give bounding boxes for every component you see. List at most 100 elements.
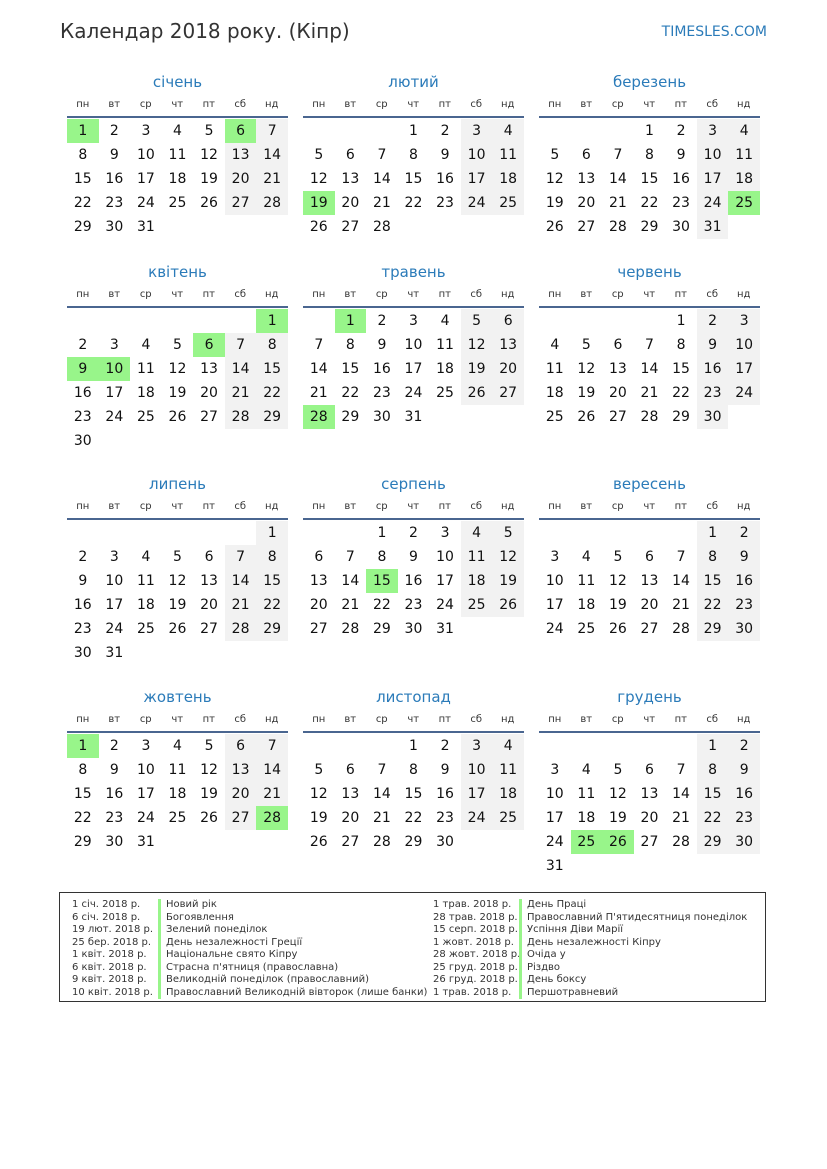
legend-item: 1 трав. 2018 р. Першотравневий bbox=[433, 986, 747, 999]
day-cell: 19 bbox=[200, 171, 218, 187]
holiday-name: День Праці bbox=[527, 899, 587, 910]
day-cell: 4 bbox=[141, 549, 151, 565]
legend-item: 28 трав. 2018 р. Православний П'ятидесятн… bbox=[433, 911, 747, 924]
month-name: січень bbox=[152, 73, 203, 91]
day-cell: 6 bbox=[345, 147, 355, 163]
day-cell: 20 bbox=[200, 597, 218, 613]
day-cell: 2 bbox=[440, 123, 450, 139]
day-cell: 9 bbox=[377, 337, 387, 353]
weekday-label: чт bbox=[643, 501, 656, 512]
day-cell: 8 bbox=[696, 545, 729, 569]
day-cell: 1 bbox=[409, 738, 418, 754]
day-cell: 14 bbox=[672, 573, 690, 589]
weekday-label: вт bbox=[344, 99, 357, 110]
day-cell: 31 bbox=[404, 409, 423, 425]
holiday-date: 1 трав. 2018 р. bbox=[433, 986, 512, 998]
weekday-label: пн bbox=[548, 99, 562, 110]
day-cell: 14 bbox=[640, 361, 659, 377]
weekday-header: пн вт ср чт пт сб нд bbox=[303, 284, 524, 308]
day-cell: 16 bbox=[73, 597, 92, 613]
weekday-label: вт bbox=[344, 501, 357, 512]
holiday-day-cell: 28 bbox=[256, 806, 288, 830]
holiday-date: 1 квіт. 2018 р. bbox=[72, 949, 147, 960]
day-cell: 16 bbox=[672, 171, 690, 187]
month-name: лютий bbox=[388, 73, 439, 91]
holiday-color-marker bbox=[158, 936, 161, 949]
day-cell: 1 bbox=[676, 313, 686, 329]
weekday-label: чт bbox=[407, 289, 420, 300]
month-name: грудень bbox=[617, 688, 682, 706]
day-cell: 2 bbox=[78, 549, 88, 565]
holiday-name: Національне свято Кіпру bbox=[166, 949, 298, 960]
weekday-label: нд bbox=[501, 289, 515, 300]
day-cell: 30 bbox=[728, 830, 760, 854]
legend-item: 28 жовт. 2018 р. Очіда у bbox=[433, 949, 747, 962]
day-cell: 9 bbox=[728, 545, 760, 569]
day-cell: 29 bbox=[696, 830, 729, 854]
day-cell: 11 bbox=[436, 337, 454, 353]
holiday-date: 25 груд. 2018 р. bbox=[433, 961, 518, 973]
day-cell: 23 bbox=[404, 597, 423, 613]
day-cell: 8 bbox=[78, 147, 88, 163]
day-cell: 24 bbox=[105, 409, 124, 425]
weekday-label: пт bbox=[438, 501, 451, 512]
day-cell: 16 bbox=[372, 361, 391, 377]
day-cell: 20 bbox=[341, 195, 360, 211]
day-cell: 17 bbox=[728, 357, 760, 381]
day-cell: 23 bbox=[372, 385, 391, 401]
day-cell: 28 bbox=[341, 621, 360, 637]
day-cell: 14 bbox=[256, 758, 288, 782]
day-cell: 18 bbox=[136, 597, 155, 613]
day-cell: 16 bbox=[728, 569, 760, 593]
day-cell: 24 bbox=[105, 621, 124, 637]
weekday-label: вт bbox=[108, 289, 121, 300]
weekday-header: пн вт ср чт пт сб нд bbox=[539, 94, 760, 118]
day-cell: 5 bbox=[613, 762, 623, 778]
weekday-label: чт bbox=[643, 99, 656, 110]
weekday-header: пн вт ср чт пт сб нд bbox=[67, 496, 288, 520]
weekday-label: чт bbox=[171, 501, 184, 512]
day-cell: 18 bbox=[460, 569, 493, 593]
day-cell: 12 bbox=[200, 762, 218, 778]
weekday-label: пт bbox=[438, 714, 451, 725]
day-cell: 3 bbox=[550, 762, 560, 778]
day-cell: 26 bbox=[309, 834, 328, 850]
weekday-label: ср bbox=[611, 99, 624, 110]
weekday-label: сб bbox=[706, 289, 719, 300]
holiday-name: Першотравневий bbox=[527, 986, 619, 998]
weekday-label: вт bbox=[108, 501, 121, 512]
day-cell: 13 bbox=[341, 786, 360, 802]
day-cell: 12 bbox=[168, 573, 187, 589]
day-cell: 28 bbox=[672, 621, 690, 637]
brand-link[interactable]: TIMESLES.COM bbox=[661, 24, 767, 40]
legend-item: 1 жовт. 2018 р. День незалежності Кіпру bbox=[433, 936, 747, 949]
day-cell: 12 bbox=[545, 171, 564, 187]
month-name: квітень bbox=[148, 263, 207, 281]
day-cell: 29 bbox=[73, 219, 92, 235]
day-cell: 8 bbox=[409, 762, 418, 778]
day-cell: 3 bbox=[109, 549, 119, 565]
weekday-label: пн bbox=[76, 99, 90, 110]
day-cell: 28 bbox=[672, 834, 690, 850]
holiday-day-cell: 6 bbox=[224, 119, 257, 143]
day-cell: 7 bbox=[224, 545, 257, 569]
weekday-label: вт bbox=[580, 99, 593, 110]
weekday-label: чт bbox=[407, 501, 420, 512]
day-cell: 30 bbox=[404, 621, 423, 637]
day-cell: 11 bbox=[492, 758, 524, 782]
day-cell: 11 bbox=[136, 361, 155, 377]
day-cell: 9 bbox=[440, 762, 450, 778]
weekday-header: пн вт ср чт пт сб нд bbox=[303, 496, 524, 520]
day-cell: 17 bbox=[460, 167, 493, 191]
day-cell: 5 bbox=[204, 123, 214, 139]
day-cell: 31 bbox=[436, 621, 454, 637]
weekday-label: сб bbox=[234, 99, 247, 110]
day-cell: 22 bbox=[73, 810, 92, 826]
day-cell: 7 bbox=[256, 734, 288, 758]
weekday-label: пн bbox=[76, 289, 90, 300]
weekday-label: вт bbox=[580, 714, 593, 725]
holiday-day-cell: 26 bbox=[602, 830, 634, 854]
day-cell: 2 bbox=[696, 309, 729, 333]
weekday-header: пн вт ср чт пт сб нд bbox=[303, 94, 524, 118]
weekday-label: сб bbox=[470, 99, 483, 110]
